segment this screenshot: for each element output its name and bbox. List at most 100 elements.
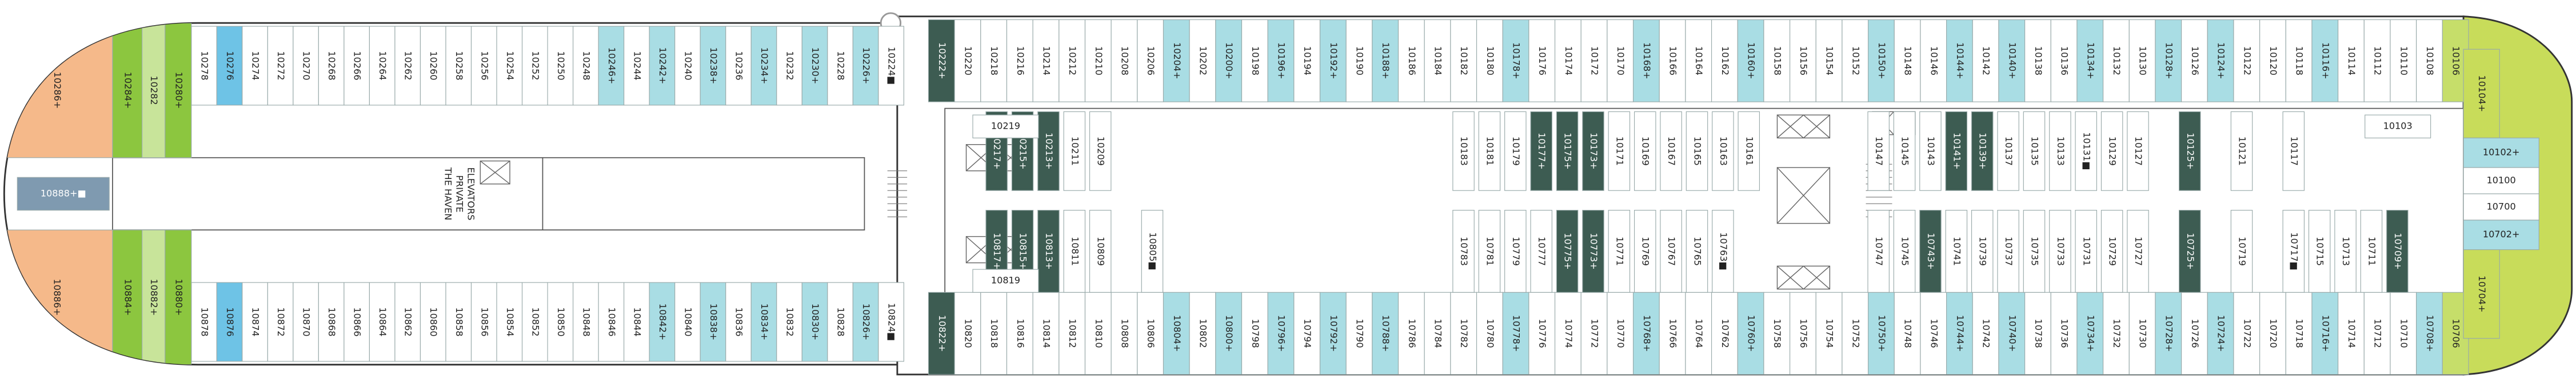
cabin-number: 10882+ <box>149 279 159 316</box>
cabin <box>1686 210 1708 293</box>
cabin <box>852 26 879 106</box>
cabin <box>1032 19 1060 102</box>
cabin <box>2024 19 2051 102</box>
cabin <box>1945 210 1968 293</box>
cabin-number: 10214 <box>1041 46 1052 75</box>
cabin-number: 10710 <box>2398 319 2409 348</box>
cabin-number: 10738 <box>2033 319 2044 348</box>
cabin <box>624 26 650 106</box>
cabin <box>674 282 701 362</box>
cabin-number: 10742 <box>1981 319 1992 348</box>
cabin <box>293 282 319 362</box>
cabin-number: 10731 <box>2081 237 2092 266</box>
cabin-number: 10158 <box>1772 46 1783 75</box>
cabin-number: 10856 <box>479 307 490 336</box>
cabin-number: 10766 <box>1668 319 1679 348</box>
cabin <box>827 26 853 106</box>
cabin-number: 10815+ <box>1018 233 1029 270</box>
cabin-number: 10260 <box>428 51 439 80</box>
cabin-number: 10818 <box>989 319 1000 348</box>
cabin <box>112 229 143 365</box>
cabin-number: 10713 <box>2341 237 2351 266</box>
cabin-number: 10128+ <box>2163 42 2174 79</box>
cabin <box>216 26 243 106</box>
cabin-number: 10834+ <box>759 304 770 341</box>
cabin-number: 10824■ <box>886 303 897 341</box>
cabin-number: 10737 <box>2003 237 2014 266</box>
cabin-number: 10215+ <box>1018 133 1029 170</box>
cabin-number: 10106 <box>2451 46 2462 75</box>
cabin-number: 10820 <box>962 319 973 348</box>
cabin-number: 10735 <box>2029 237 2040 266</box>
cabin-number: 10176 <box>1537 46 1548 75</box>
cabin-number: 10116+ <box>2320 42 2331 79</box>
cabin <box>801 26 828 106</box>
cabin-number: 10888+■ <box>41 188 86 198</box>
cabin-number: 10230+ <box>810 47 821 85</box>
cabin <box>928 19 955 102</box>
cabin-number: 10700 <box>2487 201 2516 212</box>
cabin-number: 10748 <box>1903 319 1914 348</box>
cabin <box>2100 210 2123 293</box>
cabin-number: 10246+ <box>606 47 617 85</box>
cabin-number: 10183 <box>1459 137 1469 166</box>
cabin-number: 10238+ <box>708 47 719 85</box>
cabin-number: 10254 <box>505 51 516 80</box>
cabin-number: 10228 <box>836 51 846 80</box>
cabin-number: 10248 <box>581 51 592 80</box>
cabin-number: 10810 <box>1093 319 1104 348</box>
cabin-number: 10139+ <box>1978 133 1988 170</box>
cabin-number: 10750+ <box>1876 315 1887 352</box>
cabin-number: 10150+ <box>1876 42 1887 79</box>
cabin-number: 10178+ <box>1511 42 1522 79</box>
cabin <box>293 26 319 106</box>
cabin-number: 10822+ <box>937 315 948 352</box>
cabin <box>1868 292 1895 375</box>
cabin <box>2050 19 2078 102</box>
cabin-number: 10282 <box>149 75 159 105</box>
cabin <box>547 282 574 362</box>
cabin <box>1842 19 1869 102</box>
cabin <box>649 26 676 106</box>
cabin-number: 10784 <box>1433 319 1444 348</box>
cabin <box>1920 292 1947 375</box>
cabin <box>1452 210 1475 293</box>
cabin <box>1712 111 1734 191</box>
cabin <box>2207 292 2234 375</box>
cabin-number: 10186 <box>1407 46 1417 75</box>
cabin-number: 10773+ <box>1588 233 1599 270</box>
cabin <box>2308 210 2331 293</box>
cabin <box>445 282 472 362</box>
cabin-number: 10726 <box>2190 319 2200 348</box>
cabin <box>1894 292 1921 375</box>
cabin-number: 10190 <box>1355 46 1365 75</box>
cabin <box>1659 19 1686 102</box>
cabin <box>344 26 370 106</box>
cabin <box>112 23 143 158</box>
cabin <box>2311 292 2339 375</box>
cabin <box>1919 210 1942 293</box>
cabin <box>1920 19 1947 102</box>
cabin-number: 10234+ <box>759 47 770 85</box>
cabin <box>2311 19 2339 102</box>
cabin-number: 10712 <box>2373 319 2383 348</box>
cabin <box>2390 292 2417 375</box>
cabin-number: 10848 <box>581 307 592 336</box>
cabin <box>1504 111 1527 191</box>
cabin <box>2334 210 2357 293</box>
cabin <box>2360 210 2383 293</box>
cabin <box>2075 111 2097 191</box>
cabin <box>1478 210 1501 293</box>
cabin-number: 10884+ <box>122 279 133 316</box>
cabin <box>878 26 904 106</box>
cabin <box>2127 111 2149 191</box>
cabin <box>242 282 268 362</box>
cabin-number: 10145 <box>1900 137 1911 166</box>
cabin-number: 10212 <box>1067 46 1078 75</box>
cabin <box>267 26 294 106</box>
cabin-number: 10200+ <box>1224 42 1235 79</box>
cabin <box>1137 19 1164 102</box>
cabin <box>1789 19 1816 102</box>
cabin-number: 10830+ <box>810 304 821 341</box>
